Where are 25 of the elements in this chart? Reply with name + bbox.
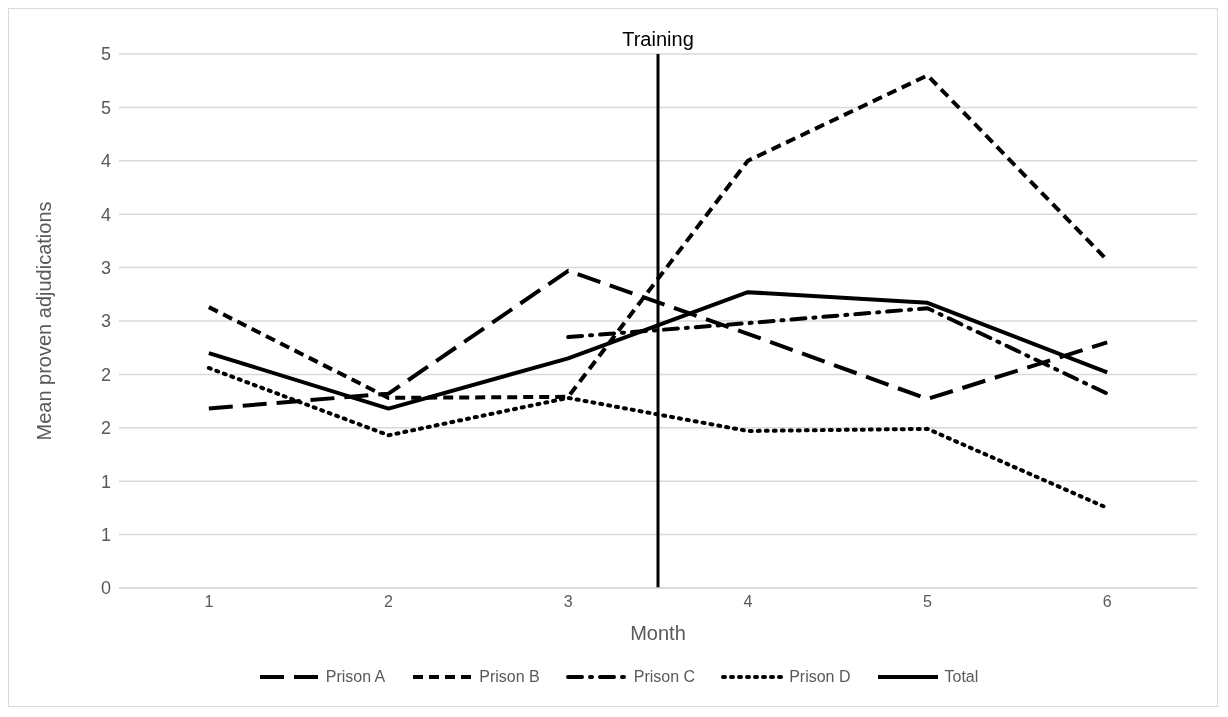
y-tick-label: 3 xyxy=(100,257,111,278)
y-tick-label: 5 xyxy=(100,44,111,65)
legend-label: Total xyxy=(944,668,979,686)
y-tick-label: 4 xyxy=(100,204,111,225)
x-tick-label: 2 xyxy=(384,593,394,611)
y-axis-title: Mean proven adjudications xyxy=(33,201,56,441)
y-tick-label: 4 xyxy=(100,151,111,172)
ref-line-label: Training xyxy=(622,28,694,50)
x-tick-label: 6 xyxy=(1102,593,1112,611)
x-tick-label: 3 xyxy=(563,593,573,611)
x-tick-label: 5 xyxy=(923,593,933,611)
y-tick-label: 1 xyxy=(100,524,111,545)
legend-label: Prison C xyxy=(633,668,696,686)
y-tick-label: 2 xyxy=(100,364,111,385)
y-tick-label: 1 xyxy=(100,471,111,492)
x-tick-label: 1 xyxy=(204,593,214,611)
x-tick-label: 4 xyxy=(743,593,753,611)
y-tick-label: 3 xyxy=(100,311,111,332)
legend-label: Prison D xyxy=(789,668,851,686)
legend-label: Prison A xyxy=(325,668,386,686)
y-tick-label: 5 xyxy=(100,97,111,118)
y-tick-label: 2 xyxy=(100,418,111,439)
y-tick-label: 0 xyxy=(100,578,111,599)
legend-label: Prison B xyxy=(479,668,540,686)
x-axis-title: Month xyxy=(630,622,686,644)
